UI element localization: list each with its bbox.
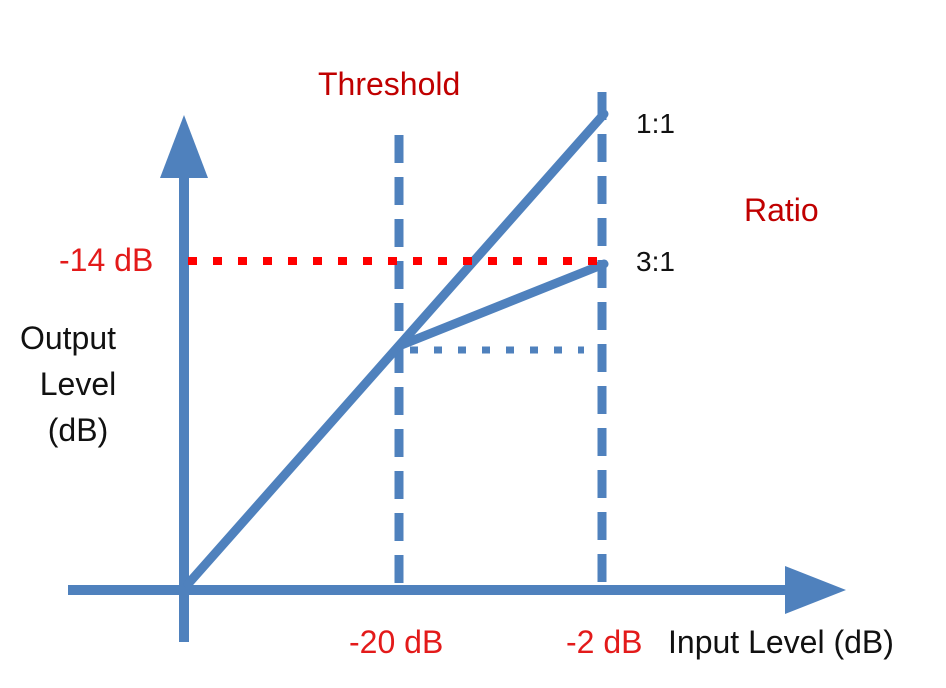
output-level-label-line3: (dB) bbox=[47, 412, 109, 448]
threshold-label: Threshold bbox=[318, 66, 461, 102]
output-level-label-line2: Level bbox=[39, 366, 117, 402]
y-axis-arrow-icon bbox=[160, 115, 208, 178]
output-level-label-line1: Output bbox=[19, 320, 117, 356]
ratio-1-1-label: 1:1 bbox=[636, 108, 675, 139]
minus-20-db-label: -20 dB bbox=[349, 624, 444, 660]
minus-14-db-label: -14 dB bbox=[59, 242, 154, 278]
minus-2-db-label: -2 dB bbox=[566, 624, 643, 660]
input-level-label: Input Level (dB) bbox=[668, 624, 894, 660]
ratio-label: Ratio bbox=[744, 192, 819, 228]
x-axis-arrow-icon bbox=[785, 566, 846, 614]
ratio-3-1-line bbox=[394, 259, 609, 351]
ratio-3-1-label: 3:1 bbox=[636, 246, 675, 277]
